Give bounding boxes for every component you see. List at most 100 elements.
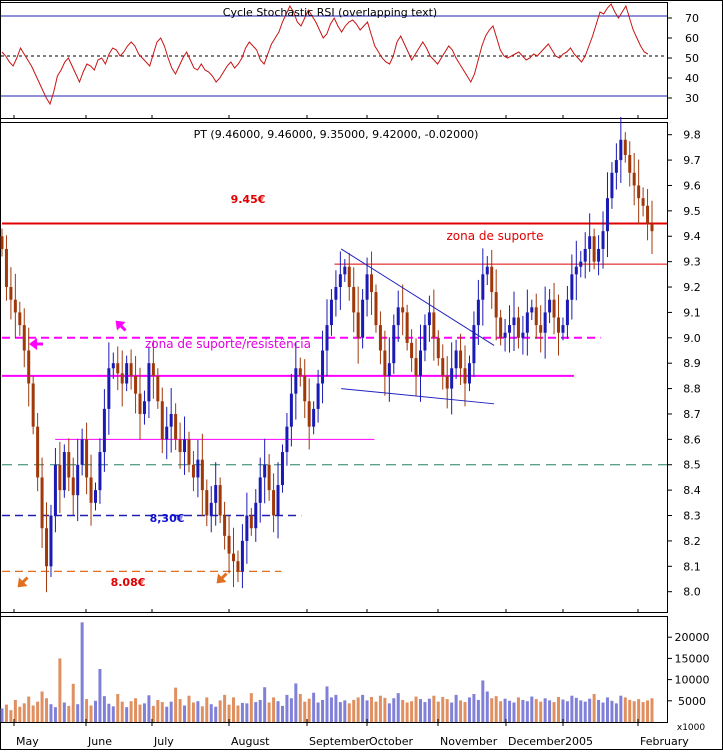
volume-bar xyxy=(450,702,454,722)
volume-bar xyxy=(49,704,53,722)
trendline xyxy=(341,388,495,405)
candle-body xyxy=(646,205,650,224)
candle-body xyxy=(605,198,609,232)
candle-body xyxy=(174,413,178,440)
volume-bar xyxy=(294,683,298,722)
candle-body xyxy=(200,459,204,491)
volume-bar xyxy=(521,699,525,722)
volume-bar xyxy=(516,697,520,722)
candle-body xyxy=(548,299,552,313)
volume-bar xyxy=(552,702,556,722)
candle-body xyxy=(240,540,244,572)
volume-bar xyxy=(329,697,333,722)
volume-bar xyxy=(174,687,178,722)
y-tick-label: 15000 xyxy=(675,652,710,665)
candle-body xyxy=(361,299,365,338)
volume-bar xyxy=(129,701,133,722)
volume-bar xyxy=(93,700,97,722)
volume-bar xyxy=(156,699,160,722)
y-tick-label: 8.5 xyxy=(683,459,701,472)
volume-bar xyxy=(352,699,356,722)
volume-bar xyxy=(303,701,307,722)
y-tick-label: 9.0 xyxy=(683,332,701,345)
volume-bar xyxy=(427,698,431,722)
candle-body xyxy=(125,363,129,384)
candle-body xyxy=(418,350,422,376)
volume-bar xyxy=(138,704,142,722)
label-830: 8,30€ xyxy=(150,512,185,525)
volume-bar xyxy=(632,701,636,722)
volume-bar xyxy=(67,705,71,722)
arrow-icon xyxy=(29,338,43,350)
y-tick-label: 9.3 xyxy=(683,256,701,269)
label-945: 9.45€ xyxy=(231,193,266,206)
volume-bar xyxy=(592,694,596,722)
candle-body xyxy=(151,363,155,376)
candle-body xyxy=(427,312,431,326)
y-tick-label: 8.8 xyxy=(683,383,701,396)
candle-body xyxy=(499,317,503,338)
volume-bar xyxy=(76,704,80,722)
volume-bar xyxy=(196,701,200,722)
volume-bar xyxy=(53,707,57,722)
candle-body xyxy=(13,299,17,313)
y-tick-label: 50 xyxy=(685,52,699,65)
volume-bar xyxy=(102,696,106,722)
candle-body xyxy=(272,490,276,516)
candle-body xyxy=(490,266,494,293)
candle-body xyxy=(218,485,222,516)
y-tick-label: 8.7 xyxy=(683,408,701,421)
candle-body xyxy=(196,459,200,478)
volume-bar xyxy=(58,658,62,722)
candle-body xyxy=(267,464,271,491)
volume-bar xyxy=(125,707,129,722)
volume-bar xyxy=(472,694,476,722)
volume-bar xyxy=(476,699,480,722)
candle-body xyxy=(312,408,316,427)
candle-body xyxy=(303,375,307,402)
volume-bar xyxy=(623,697,627,722)
candle-body xyxy=(258,477,262,503)
candle-body xyxy=(467,363,471,384)
volume-bar xyxy=(454,694,458,722)
volume-bar xyxy=(356,697,360,722)
candle-body xyxy=(570,274,574,300)
volume-bar xyxy=(414,696,418,722)
candle-body xyxy=(294,368,298,394)
candle-body xyxy=(552,299,556,318)
candle-body xyxy=(503,332,507,338)
axes: 30 40 50 60 70 8.0 8.1 8.2 8.3 8.4 8.5 8.6 8.7 8.8 8.9… xyxy=(13,12,710,748)
volume-bar xyxy=(40,691,44,722)
volume-bar xyxy=(85,699,89,722)
candle-body xyxy=(31,383,35,427)
y-tick-label: 8.2 xyxy=(683,535,701,548)
candle-body xyxy=(476,299,480,326)
candle-body xyxy=(138,393,142,414)
volume-bar xyxy=(365,700,369,722)
volume-bar xyxy=(463,702,467,722)
volume-bar xyxy=(614,703,618,722)
volume-bar xyxy=(646,700,650,722)
volume-bar xyxy=(134,698,138,722)
y-tick-label: 10000 xyxy=(675,674,710,687)
volume-bar xyxy=(111,706,115,722)
candle-body xyxy=(325,325,329,351)
volume-bar xyxy=(13,699,17,722)
candle-body xyxy=(338,274,342,288)
volume-bar xyxy=(200,706,204,722)
arrow-icon xyxy=(115,320,127,332)
volume-bar xyxy=(641,702,645,722)
candle-body xyxy=(111,363,115,369)
candle-body xyxy=(236,561,240,572)
volume-bar xyxy=(178,699,182,722)
candle-body xyxy=(508,325,512,333)
candle-body xyxy=(134,375,138,394)
volume-bar xyxy=(405,702,409,722)
volume-bar xyxy=(490,698,494,722)
x-tick-label: May xyxy=(16,735,39,748)
candle-body xyxy=(387,363,391,376)
candle-body xyxy=(120,373,124,384)
candle-body xyxy=(579,261,583,267)
volume-bar xyxy=(147,695,151,722)
